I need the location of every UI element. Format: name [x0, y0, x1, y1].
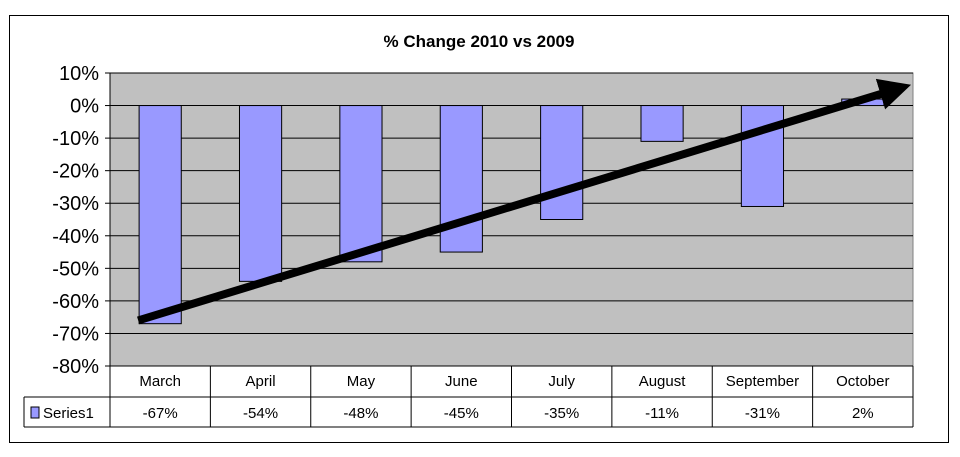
legend-swatch: [30, 406, 40, 419]
bar-september: [740, 105, 785, 207]
data-label: -54%: [243, 405, 278, 422]
y-tick-label: -40%: [52, 226, 99, 248]
category-label: June: [445, 373, 478, 390]
category-label: May: [347, 373, 376, 390]
y-tick-label: -10%: [52, 128, 99, 150]
category-label: April: [246, 373, 276, 390]
y-tick-label: 0%: [70, 96, 99, 118]
category-label: March: [139, 373, 181, 390]
y-tick-label: -50%: [52, 258, 99, 280]
y-tick-label: -60%: [52, 291, 99, 313]
data-label: -11%: [645, 405, 679, 422]
y-tick-label: -30%: [52, 193, 99, 215]
bar-august: [640, 105, 684, 142]
bar-may: [339, 105, 383, 263]
category-label: October: [836, 373, 889, 390]
data-label: -67%: [143, 405, 178, 422]
y-tick-label: -70%: [52, 323, 99, 345]
y-axis: 10% 0% -10% -20% -30% -40% -50% -60% -70% -80%: [52, 63, 111, 378]
data-label: -31%: [745, 405, 780, 422]
data-label: -45%: [444, 405, 479, 422]
data-label: -48%: [343, 405, 378, 422]
chart-title: % Change 2010 vs 2009: [384, 32, 575, 51]
y-tick-label: 10%: [59, 63, 99, 85]
bar-march: [138, 105, 182, 325]
bar-july: [540, 105, 584, 220]
y-tick-label: -20%: [52, 161, 99, 183]
data-label: -35%: [544, 405, 579, 422]
trend-arrow: [137, 78, 912, 325]
data-label: 2%: [852, 405, 874, 422]
chart-frame: % Change 2010 vs 2009 10% 0% -10% -20% -30% -…: [9, 15, 949, 443]
bar-chart: % Change 2010 vs 2009 10% 0% -10% -20% -30% -…: [23, 32, 914, 428]
bar-april: [238, 105, 283, 282]
category-label: July: [548, 373, 575, 390]
category-label: September: [726, 373, 799, 390]
category-label: August: [639, 373, 687, 390]
legend-series-name: Series1: [43, 405, 94, 422]
data-table: March April May June July August September Octo…: [23, 365, 914, 428]
y-tick-label: -80%: [52, 356, 99, 378]
